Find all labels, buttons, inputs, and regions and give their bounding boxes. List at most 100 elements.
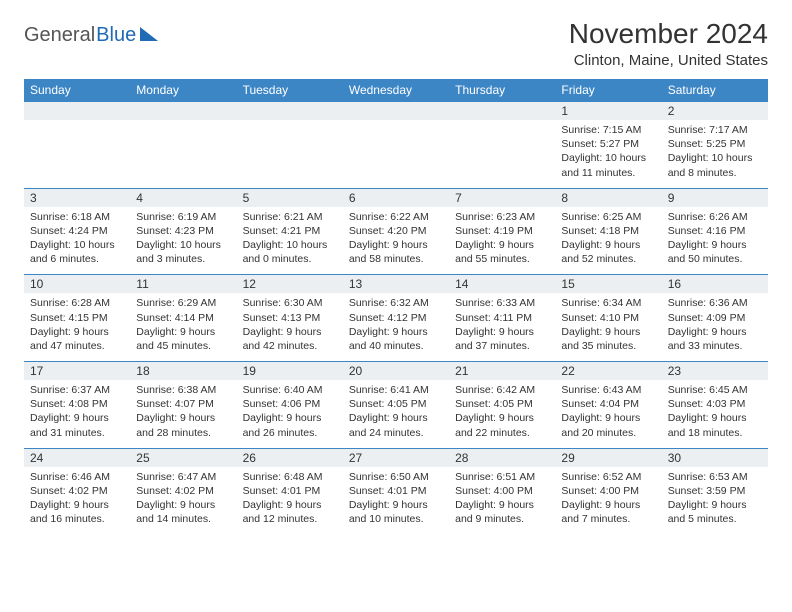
sunrise-text: Sunrise: 6:36 AM [668,296,762,310]
col-tuesday: Tuesday [237,79,343,102]
day-number-cell: 17 [24,362,130,381]
daylight-text: Daylight: 9 hours and 28 minutes. [136,411,230,439]
day-data-cell: Sunrise: 6:46 AMSunset: 4:02 PMDaylight:… [24,467,130,535]
sunset-text: Sunset: 4:11 PM [455,311,549,325]
sunset-text: Sunset: 4:02 PM [30,484,124,498]
day-number-cell: 11 [130,275,236,294]
day-data-cell [343,120,449,188]
sunset-text: Sunset: 4:01 PM [349,484,443,498]
day-data-cell: Sunrise: 6:25 AMSunset: 4:18 PMDaylight:… [555,207,661,275]
daylight-text: Daylight: 9 hours and 24 minutes. [349,411,443,439]
day-data-cell [130,120,236,188]
col-sunday: Sunday [24,79,130,102]
logo: GeneralBlue [24,24,158,47]
daylight-text: Daylight: 9 hours and 35 minutes. [561,325,655,353]
sunset-text: Sunset: 4:07 PM [136,397,230,411]
day-number-cell [343,102,449,121]
week-daynum-row: 12 [24,102,768,121]
daylight-text: Daylight: 9 hours and 47 minutes. [30,325,124,353]
daylight-text: Daylight: 10 hours and 0 minutes. [243,238,337,266]
sunrise-text: Sunrise: 6:50 AM [349,470,443,484]
day-data-cell: Sunrise: 6:29 AMSunset: 4:14 PMDaylight:… [130,293,236,361]
day-number-cell [24,102,130,121]
sunset-text: Sunset: 4:06 PM [243,397,337,411]
logo-triangle-icon [140,27,158,41]
daylight-text: Daylight: 9 hours and 50 minutes. [668,238,762,266]
day-number-cell: 22 [555,362,661,381]
sunset-text: Sunset: 5:27 PM [561,137,655,151]
sunset-text: Sunset: 4:15 PM [30,311,124,325]
sunrise-text: Sunrise: 6:28 AM [30,296,124,310]
week-data-row: Sunrise: 6:18 AMSunset: 4:24 PMDaylight:… [24,207,768,275]
day-number-cell: 16 [662,275,768,294]
sunrise-text: Sunrise: 6:30 AM [243,296,337,310]
week-data-row: Sunrise: 7:15 AMSunset: 5:27 PMDaylight:… [24,120,768,188]
day-data-cell [24,120,130,188]
col-monday: Monday [130,79,236,102]
sunrise-text: Sunrise: 6:43 AM [561,383,655,397]
day-data-cell: Sunrise: 6:52 AMSunset: 4:00 PMDaylight:… [555,467,661,535]
sunrise-text: Sunrise: 6:52 AM [561,470,655,484]
daylight-text: Daylight: 9 hours and 40 minutes. [349,325,443,353]
day-number-cell: 7 [449,188,555,207]
day-data-cell: Sunrise: 6:22 AMSunset: 4:20 PMDaylight:… [343,207,449,275]
sunrise-text: Sunrise: 6:26 AM [668,210,762,224]
day-number-cell: 23 [662,362,768,381]
sunset-text: Sunset: 4:24 PM [30,224,124,238]
daylight-text: Daylight: 9 hours and 9 minutes. [455,498,549,526]
logo-text-blue: Blue [96,24,136,47]
sunrise-text: Sunrise: 6:41 AM [349,383,443,397]
sunset-text: Sunset: 4:01 PM [243,484,337,498]
sunset-text: Sunset: 5:25 PM [668,137,762,151]
daylight-text: Daylight: 9 hours and 20 minutes. [561,411,655,439]
day-number-cell: 14 [449,275,555,294]
day-data-cell: Sunrise: 6:33 AMSunset: 4:11 PMDaylight:… [449,293,555,361]
day-number-cell [449,102,555,121]
sunset-text: Sunset: 3:59 PM [668,484,762,498]
sunrise-text: Sunrise: 6:42 AM [455,383,549,397]
day-number-cell: 9 [662,188,768,207]
day-number-cell: 19 [237,362,343,381]
day-number-cell: 5 [237,188,343,207]
daylight-text: Daylight: 9 hours and 42 minutes. [243,325,337,353]
header: GeneralBlue November 2024 Clinton, Maine… [24,18,768,69]
day-data-cell: Sunrise: 6:18 AMSunset: 4:24 PMDaylight:… [24,207,130,275]
sunrise-text: Sunrise: 6:38 AM [136,383,230,397]
daylight-text: Daylight: 9 hours and 16 minutes. [30,498,124,526]
sunset-text: Sunset: 4:02 PM [136,484,230,498]
daylight-text: Daylight: 9 hours and 18 minutes. [668,411,762,439]
sunrise-text: Sunrise: 6:21 AM [243,210,337,224]
daylight-text: Daylight: 9 hours and 10 minutes. [349,498,443,526]
logo-text-general: General [24,24,95,47]
daylight-text: Daylight: 9 hours and 37 minutes. [455,325,549,353]
day-data-cell: Sunrise: 6:53 AMSunset: 3:59 PMDaylight:… [662,467,768,535]
sunset-text: Sunset: 4:21 PM [243,224,337,238]
daylight-text: Daylight: 9 hours and 55 minutes. [455,238,549,266]
month-title: November 2024 [569,18,768,50]
sunset-text: Sunset: 4:14 PM [136,311,230,325]
sunrise-text: Sunrise: 6:32 AM [349,296,443,310]
sunrise-text: Sunrise: 6:37 AM [30,383,124,397]
sunset-text: Sunset: 4:20 PM [349,224,443,238]
day-number-cell: 4 [130,188,236,207]
daylight-text: Daylight: 9 hours and 7 minutes. [561,498,655,526]
daylight-text: Daylight: 10 hours and 11 minutes. [561,151,655,179]
daylight-text: Daylight: 9 hours and 45 minutes. [136,325,230,353]
sunrise-text: Sunrise: 6:45 AM [668,383,762,397]
sunset-text: Sunset: 4:10 PM [561,311,655,325]
day-data-cell: Sunrise: 6:51 AMSunset: 4:00 PMDaylight:… [449,467,555,535]
day-number-cell: 20 [343,362,449,381]
sunset-text: Sunset: 4:05 PM [349,397,443,411]
daylight-text: Daylight: 9 hours and 31 minutes. [30,411,124,439]
day-number-cell: 6 [343,188,449,207]
day-number-cell [237,102,343,121]
sunset-text: Sunset: 4:04 PM [561,397,655,411]
sunrise-text: Sunrise: 6:34 AM [561,296,655,310]
sunset-text: Sunset: 4:19 PM [455,224,549,238]
sunset-text: Sunset: 4:00 PM [455,484,549,498]
day-number-cell: 18 [130,362,236,381]
day-data-cell: Sunrise: 7:17 AMSunset: 5:25 PMDaylight:… [662,120,768,188]
sunset-text: Sunset: 4:23 PM [136,224,230,238]
sunrise-text: Sunrise: 6:25 AM [561,210,655,224]
day-data-cell: Sunrise: 6:28 AMSunset: 4:15 PMDaylight:… [24,293,130,361]
